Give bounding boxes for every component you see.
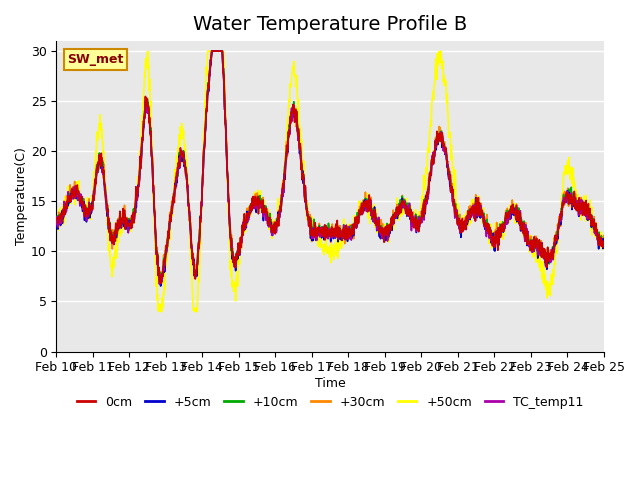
+5cm	[488, 234, 495, 240]
+5cm	[236, 244, 244, 250]
TC_temp11	[536, 243, 543, 249]
+10cm	[488, 234, 495, 240]
Text: SW_met: SW_met	[67, 53, 124, 66]
TC_temp11	[416, 218, 424, 224]
+30cm	[208, 48, 216, 54]
0cm	[175, 160, 182, 166]
TC_temp11	[161, 259, 169, 265]
+30cm	[157, 282, 164, 288]
TC_temp11	[208, 48, 216, 54]
Line: +5cm: +5cm	[56, 51, 604, 286]
+5cm	[157, 283, 164, 289]
+50cm	[156, 309, 163, 314]
0cm	[157, 281, 164, 287]
+50cm	[144, 48, 152, 54]
+5cm	[208, 48, 216, 54]
Legend: 0cm, +5cm, +10cm, +30cm, +50cm, TC_temp11: 0cm, +5cm, +10cm, +30cm, +50cm, TC_temp1…	[72, 391, 589, 414]
0cm	[208, 48, 216, 54]
+10cm	[52, 216, 60, 222]
+5cm	[416, 219, 424, 225]
+30cm	[536, 245, 543, 251]
+30cm	[600, 242, 608, 248]
+10cm	[416, 214, 424, 219]
Line: 0cm: 0cm	[56, 51, 604, 284]
TC_temp11	[600, 242, 608, 248]
TC_temp11	[175, 163, 182, 169]
+10cm	[161, 254, 169, 260]
+30cm	[416, 213, 424, 219]
+50cm	[236, 240, 244, 246]
0cm	[236, 239, 244, 245]
+10cm	[175, 161, 182, 167]
TC_temp11	[488, 234, 495, 240]
+30cm	[161, 253, 169, 259]
+10cm	[236, 240, 244, 246]
0cm	[600, 240, 608, 245]
Title: Water Temperature Profile B: Water Temperature Profile B	[193, 15, 467, 34]
0cm	[488, 230, 495, 236]
+50cm	[52, 216, 60, 222]
0cm	[161, 256, 169, 262]
+10cm	[536, 242, 543, 248]
+10cm	[600, 236, 608, 242]
+50cm	[536, 255, 543, 261]
X-axis label: Time: Time	[315, 377, 346, 390]
TC_temp11	[52, 214, 60, 220]
+10cm	[156, 279, 164, 285]
+30cm	[52, 216, 60, 221]
+50cm	[488, 240, 495, 246]
+30cm	[488, 234, 495, 240]
+50cm	[600, 242, 608, 248]
Y-axis label: Temperature(C): Temperature(C)	[15, 147, 28, 245]
Line: +10cm: +10cm	[56, 51, 604, 282]
Line: +30cm: +30cm	[56, 51, 604, 285]
+5cm	[52, 224, 60, 229]
+50cm	[416, 211, 424, 216]
0cm	[416, 220, 424, 226]
TC_temp11	[236, 240, 244, 246]
0cm	[52, 215, 60, 221]
+5cm	[161, 258, 169, 264]
Line: +50cm: +50cm	[56, 51, 604, 312]
+30cm	[236, 235, 244, 241]
+5cm	[175, 163, 182, 169]
+10cm	[208, 48, 216, 54]
+50cm	[162, 265, 170, 271]
TC_temp11	[156, 281, 163, 287]
+30cm	[175, 159, 182, 165]
+5cm	[600, 241, 608, 247]
+50cm	[175, 145, 183, 151]
+5cm	[536, 244, 543, 250]
0cm	[536, 245, 543, 251]
Line: TC_temp11: TC_temp11	[56, 51, 604, 284]
